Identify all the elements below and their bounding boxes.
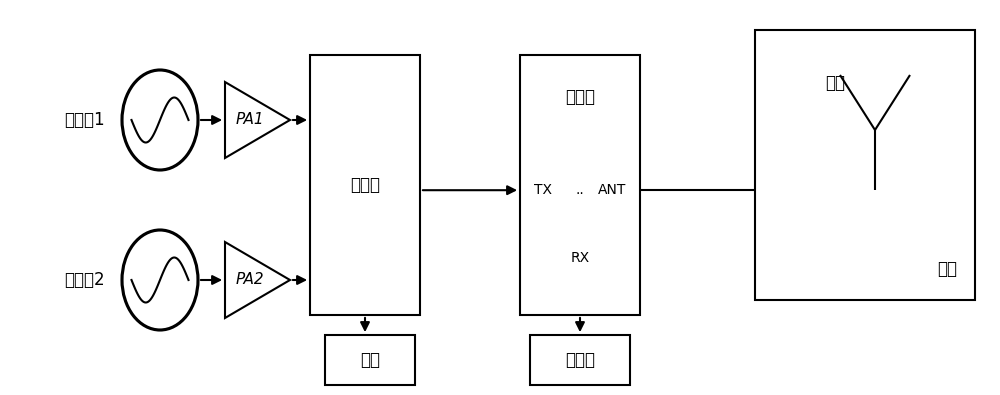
Text: 合路器: 合路器 <box>350 176 380 194</box>
Bar <box>755 30 975 300</box>
Bar <box>325 335 415 385</box>
Text: ..: .. <box>576 183 584 197</box>
Text: 天线: 天线 <box>825 74 845 92</box>
Text: PA1: PA1 <box>235 113 264 128</box>
Polygon shape <box>225 242 290 318</box>
Text: 频谱仪: 频谱仪 <box>565 351 595 369</box>
Text: TX: TX <box>534 183 552 197</box>
Text: 暗室: 暗室 <box>937 260 957 278</box>
Text: ANT: ANT <box>598 183 626 197</box>
Text: PA2: PA2 <box>235 273 264 288</box>
Text: 信号源1: 信号源1 <box>64 111 104 129</box>
Text: 双工器: 双工器 <box>565 88 595 106</box>
Polygon shape <box>225 82 290 158</box>
Ellipse shape <box>122 230 198 330</box>
Bar <box>310 55 420 315</box>
Text: 信号源2: 信号源2 <box>64 271 104 289</box>
Text: RX: RX <box>570 251 590 265</box>
Bar <box>520 55 640 315</box>
Ellipse shape <box>122 70 198 170</box>
Bar <box>530 335 630 385</box>
Text: 负载: 负载 <box>360 351 380 369</box>
